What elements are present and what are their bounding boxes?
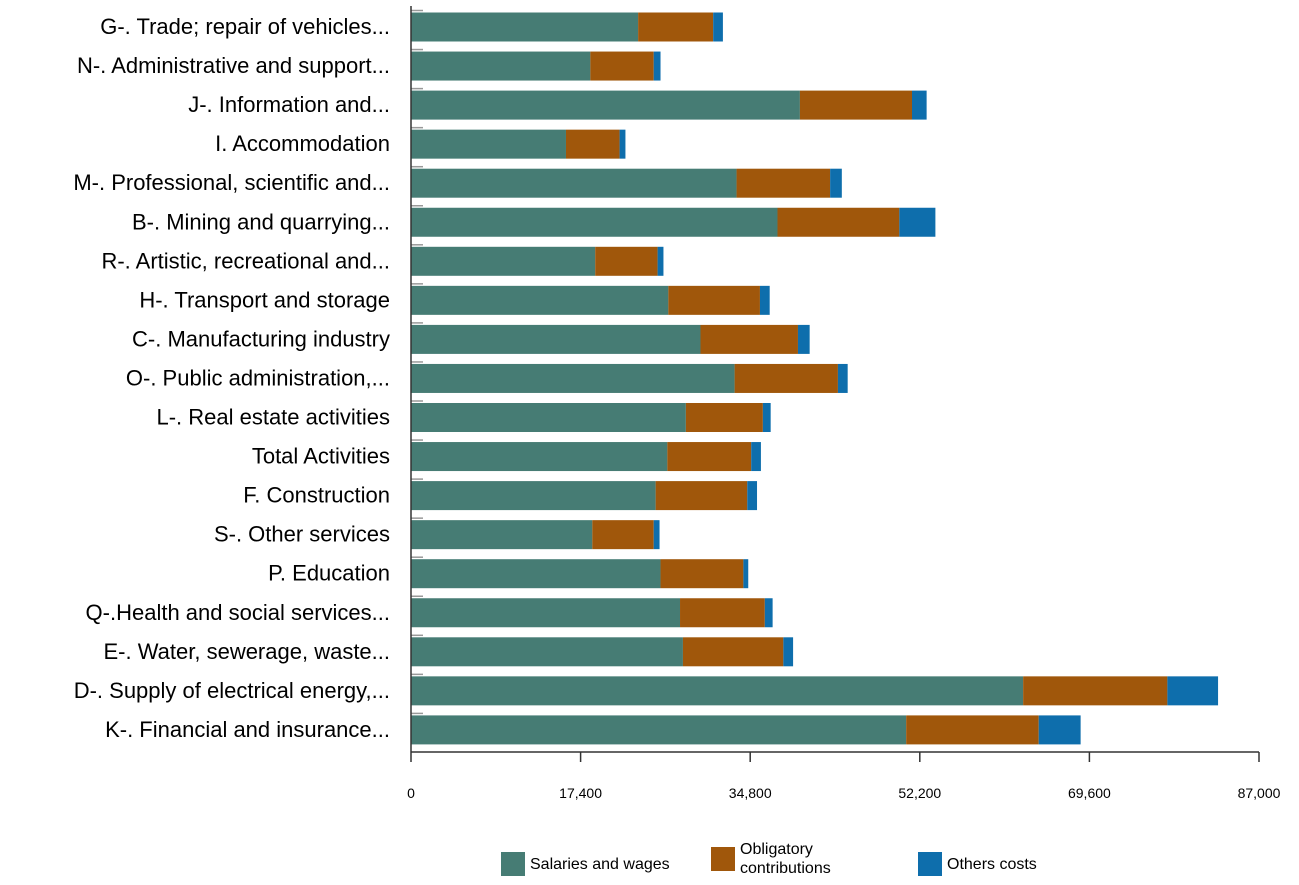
bar-segment-others[interactable] xyxy=(713,12,723,42)
bar-segment-salaries[interactable] xyxy=(411,442,668,472)
bar-segment-contributions[interactable] xyxy=(660,559,744,589)
bar-segment-others[interactable] xyxy=(764,598,773,628)
category-label: S-. Other services xyxy=(214,522,390,547)
legend-label-salaries: Salaries and wages xyxy=(530,855,670,873)
legend: Salaries and wages Obligatory contributi… xyxy=(0,840,1299,885)
bar-segment-others[interactable] xyxy=(759,285,770,315)
category-label: Total Activities xyxy=(252,444,390,469)
bar-segment-salaries[interactable] xyxy=(411,637,683,667)
bar-segment-contributions[interactable] xyxy=(777,207,900,237)
bar-segment-others[interactable] xyxy=(830,168,842,198)
category-label: D-. Supply of electrical energy,... xyxy=(74,678,390,703)
bar-segment-others[interactable] xyxy=(653,520,660,550)
bar-segment-contributions[interactable] xyxy=(906,715,1039,745)
bar-segment-others[interactable] xyxy=(653,51,661,81)
category-label: Q-.Health and social services... xyxy=(86,600,390,625)
category-label: I. Accommodation xyxy=(215,131,390,156)
x-tick-label: 17,400 xyxy=(559,785,602,801)
bar-segment-contributions[interactable] xyxy=(592,520,654,550)
bar-segment-salaries[interactable] xyxy=(411,285,669,315)
bar-segment-contributions[interactable] xyxy=(655,481,748,511)
bar-segment-salaries[interactable] xyxy=(411,246,596,276)
bar-segment-salaries[interactable] xyxy=(411,403,686,432)
bar-segment-contributions[interactable] xyxy=(1023,676,1168,706)
x-axis: 0 17,400 34,800 52,200 69,600 87,000 xyxy=(407,6,1281,801)
category-label: N-. Administrative and support... xyxy=(77,53,390,78)
bar-segment-salaries[interactable] xyxy=(411,481,656,511)
legend-swatch-others xyxy=(918,852,942,876)
bar-segment-others[interactable] xyxy=(657,246,664,276)
bar-segment-contributions[interactable] xyxy=(638,12,714,42)
category-labels: G-. Trade; repair of vehicles... N-. Admi… xyxy=(73,14,390,742)
bar-segment-others[interactable] xyxy=(751,442,761,472)
bar-segment-salaries[interactable] xyxy=(411,168,737,198)
category-label: E-. Water, sewerage, waste... xyxy=(103,639,390,664)
bar-segment-contributions[interactable] xyxy=(680,598,765,628)
bar-segment-others[interactable] xyxy=(747,481,758,511)
bar-segment-salaries[interactable] xyxy=(411,324,701,354)
bar-segment-salaries[interactable] xyxy=(411,129,566,159)
bar-segment-salaries[interactable] xyxy=(411,559,661,589)
category-label: H-. Transport and storage xyxy=(139,287,390,312)
legend-label-others: Others costs xyxy=(947,855,1037,873)
bar-segment-contributions[interactable] xyxy=(734,363,838,393)
category-label: G-. Trade; repair of vehicles... xyxy=(100,14,390,39)
bar-segment-others[interactable] xyxy=(762,403,771,432)
legend-item-salaries[interactable]: Salaries and wages xyxy=(501,852,670,876)
bar-segment-contributions[interactable] xyxy=(565,129,620,159)
legend-item-contributions[interactable]: Obligatory contributions xyxy=(711,840,860,878)
bar-segment-salaries[interactable] xyxy=(411,676,1024,706)
category-label: R-. Artistic, recreational and... xyxy=(101,248,390,273)
category-label: C-. Manufacturing industry xyxy=(132,326,390,351)
bar-segment-contributions[interactable] xyxy=(799,90,913,120)
bar-segment-salaries[interactable] xyxy=(411,363,735,393)
bar-segment-contributions[interactable] xyxy=(700,324,798,354)
bar-segment-contributions[interactable] xyxy=(595,246,658,276)
x-tick-label: 0 xyxy=(407,785,415,801)
bar-segment-salaries[interactable] xyxy=(411,520,593,550)
bar-segment-others[interactable] xyxy=(1038,715,1081,745)
legend-item-others[interactable]: Others costs xyxy=(918,852,1037,876)
legend-label-contributions: Obligatory contributions xyxy=(740,841,831,877)
category-label: J-. Information and... xyxy=(188,92,390,117)
bar-segment-contributions[interactable] xyxy=(668,285,760,315)
category-label: P. Education xyxy=(268,561,390,586)
bar-segment-salaries[interactable] xyxy=(411,51,591,81)
bar-segment-others[interactable] xyxy=(783,637,794,667)
bar-segment-others[interactable] xyxy=(797,324,810,354)
stacked-bar-chart: G-. Trade; repair of vehicles... N-. Admi… xyxy=(73,6,1281,801)
bar-segment-others[interactable] xyxy=(743,559,749,589)
legend-swatch-contributions xyxy=(711,847,735,871)
bar-segment-salaries[interactable] xyxy=(411,90,800,120)
x-tick-label: 87,000 xyxy=(1238,785,1281,801)
category-label: K-. Financial and insurance... xyxy=(105,717,390,742)
bar-segment-contributions[interactable] xyxy=(736,168,831,198)
legend-swatch-salaries xyxy=(501,852,525,876)
x-tick-label: 69,600 xyxy=(1068,785,1111,801)
bar-segment-contributions[interactable] xyxy=(667,442,752,472)
category-label: O-. Public administration,... xyxy=(126,365,390,390)
bar-segment-salaries[interactable] xyxy=(411,207,778,237)
bar-segment-salaries[interactable] xyxy=(411,12,639,42)
bar-segment-others[interactable] xyxy=(912,90,927,120)
bars-layer xyxy=(411,12,1219,745)
x-tick-label: 34,800 xyxy=(729,785,772,801)
bar-segment-others[interactable] xyxy=(837,363,848,393)
bar-segment-salaries[interactable] xyxy=(411,715,907,745)
bar-segment-contributions[interactable] xyxy=(682,637,784,667)
bar-segment-salaries[interactable] xyxy=(411,598,681,628)
category-label: B-. Mining and quarrying... xyxy=(132,209,390,234)
bar-segment-others[interactable] xyxy=(619,129,626,159)
bar-segment-others[interactable] xyxy=(1167,676,1219,706)
bar-segment-contributions[interactable] xyxy=(685,403,763,432)
bar-segment-others[interactable] xyxy=(899,207,936,237)
category-label: L-. Real estate activities xyxy=(156,405,390,430)
category-label: F. Construction xyxy=(243,483,390,508)
category-label: M-. Professional, scientific and... xyxy=(73,170,390,195)
x-tick-label: 52,200 xyxy=(898,785,941,801)
bar-segment-contributions[interactable] xyxy=(590,51,654,81)
